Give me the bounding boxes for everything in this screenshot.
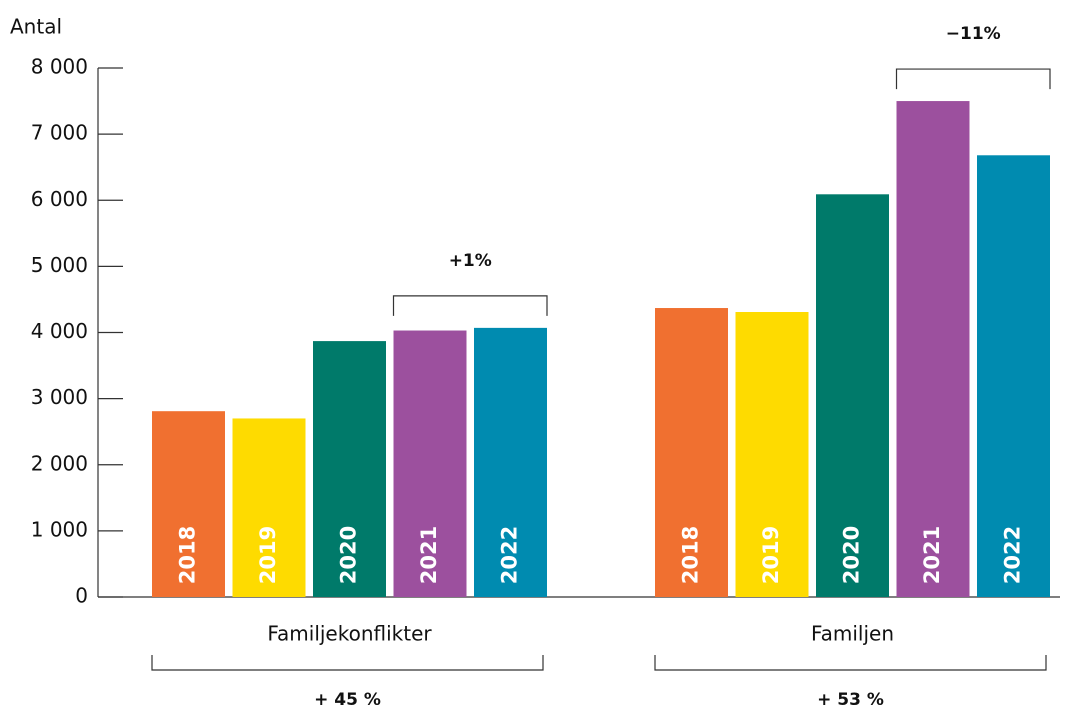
group-bracket — [151, 655, 544, 671]
y-tick-label: 6 000 — [31, 187, 88, 211]
y-tick-label: 8 000 — [31, 55, 88, 79]
y-tick-label: 5 000 — [31, 253, 88, 277]
group-change: + 45 % — [314, 690, 381, 710]
bar — [232, 418, 306, 597]
bar — [816, 194, 889, 597]
y-tick-label: 7 000 — [31, 121, 88, 145]
y-tick-label: 3 000 — [31, 385, 88, 409]
bar-label: 2020 — [337, 526, 361, 584]
bar — [313, 341, 386, 597]
bar-label: 2018 — [176, 526, 200, 584]
bar-label: 2019 — [256, 526, 280, 584]
bar — [393, 330, 467, 597]
bar-label: 2022 — [1001, 526, 1025, 584]
bracket — [895, 68, 1051, 90]
bar-label: 2019 — [759, 526, 783, 584]
x-tick-label: Familjekonflikter — [267, 622, 432, 646]
bar — [977, 155, 1050, 597]
bar — [474, 327, 547, 597]
y-tick-label: 2 000 — [31, 451, 88, 475]
bracket — [392, 295, 548, 316]
y-axis-label: Antal — [10, 15, 62, 39]
x-tick-label: Familjen — [811, 622, 894, 646]
bar-label: 2022 — [498, 526, 522, 584]
bar-label: 2021 — [417, 526, 441, 584]
bar — [735, 312, 809, 597]
bar-label: 2018 — [679, 526, 703, 584]
bar-label: 2020 — [840, 526, 864, 584]
bar — [152, 411, 225, 597]
group-bracket — [654, 655, 1047, 671]
bar-label: 2021 — [920, 526, 944, 584]
y-tick-label: 4 000 — [31, 319, 88, 343]
bar — [896, 101, 970, 597]
group-change: + 53 % — [817, 690, 884, 710]
bar — [655, 308, 728, 597]
annotation: −11% — [946, 24, 1001, 44]
y-tick-label: 1 000 — [31, 517, 88, 541]
annotation: +1% — [449, 251, 492, 271]
y-tick-label: 0 — [75, 584, 88, 608]
